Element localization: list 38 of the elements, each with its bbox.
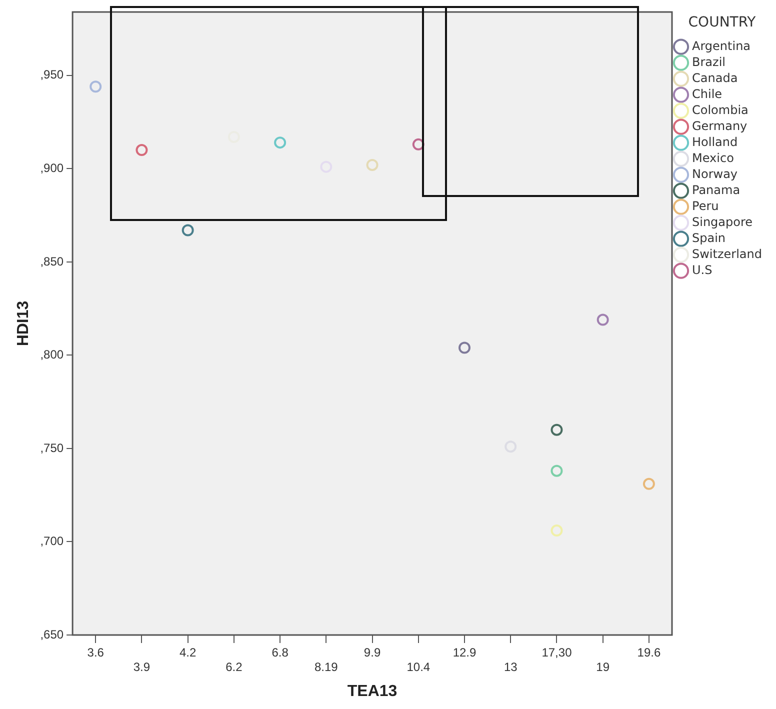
legend-label: U.S — [692, 262, 712, 277]
y-tick-label: ,700 — [40, 534, 64, 548]
legend-label: Canada — [692, 70, 738, 85]
legend-label: Switzerland — [692, 246, 762, 261]
legend-label: Mexico — [692, 150, 734, 165]
y-tick-label: ,850 — [40, 254, 64, 268]
x-tick-label: 19 — [596, 660, 610, 674]
y-tick-label: ,750 — [40, 440, 64, 455]
legend-label: Chile — [692, 86, 722, 101]
x-tick-label: 4.2 — [179, 646, 196, 660]
x-axis-title: TEA13 — [347, 682, 398, 700]
legend-label: Panama — [692, 182, 740, 197]
x-tick-label: 6.8 — [272, 646, 289, 660]
legend-label: Holland — [692, 134, 738, 149]
y-tick-label: ,900 — [40, 160, 64, 175]
x-tick-label: 10.4 — [406, 660, 430, 674]
x-tick-label: 9.9 — [364, 646, 381, 660]
legend-label: Peru — [692, 198, 719, 213]
legend-label: Brazil — [692, 54, 726, 69]
x-tick-label: 6.2 — [226, 660, 243, 674]
legend-label: Colombia — [692, 102, 748, 117]
y-tick-label: ,950 — [40, 68, 64, 82]
x-tick-label: 19.6 — [637, 646, 661, 660]
y-axis-title: HDI13 — [15, 300, 32, 346]
x-tick-label: 3.9 — [133, 660, 150, 674]
x-tick-label: 8.19 — [314, 660, 338, 674]
x-tick-label: 12.9 — [452, 646, 477, 660]
legend-label: Spain — [692, 230, 726, 245]
legend-label: Germany — [692, 118, 748, 133]
legend-title: COUNTRY — [688, 14, 756, 31]
x-tick-label: 17,30 — [542, 646, 572, 660]
legend-label: Argentina — [692, 38, 751, 53]
legend-label: Norway — [692, 166, 738, 181]
y-tick-label: ,650 — [40, 627, 64, 642]
y-tick-label: ,800 — [40, 348, 64, 362]
x-tick-label: 13 — [504, 660, 518, 674]
x-tick-label: 3.6 — [87, 646, 104, 660]
legend-label: Singapore — [692, 214, 753, 229]
